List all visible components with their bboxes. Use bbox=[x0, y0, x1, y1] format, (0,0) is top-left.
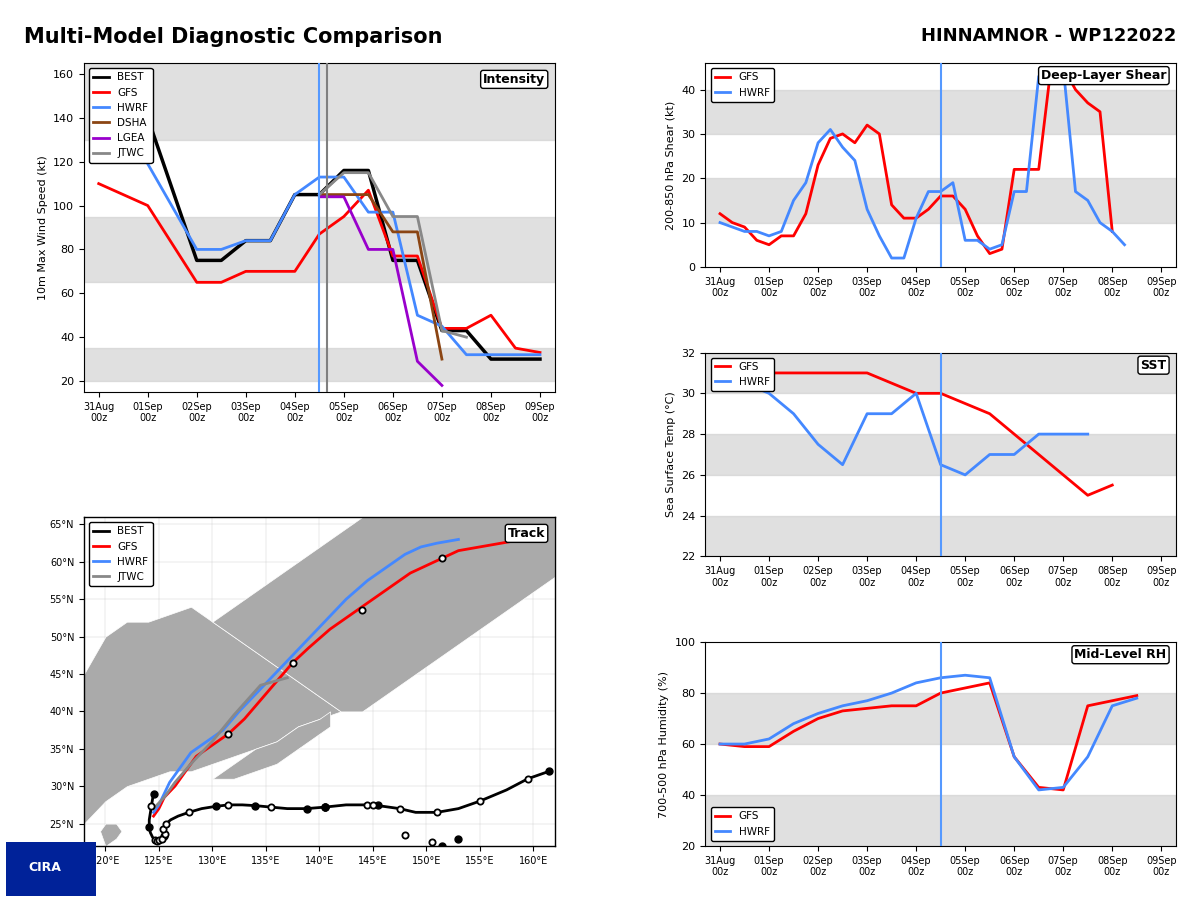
Text: Mid-Level RH: Mid-Level RH bbox=[1074, 648, 1166, 662]
Bar bbox=[84, 217, 554, 283]
Bar bbox=[84, 63, 554, 140]
Text: CIRA: CIRA bbox=[29, 861, 61, 874]
Legend: GFS, HWRF: GFS, HWRF bbox=[710, 358, 774, 392]
Text: SST: SST bbox=[1140, 359, 1166, 372]
Bar bbox=[706, 693, 1176, 744]
Bar bbox=[84, 348, 554, 381]
Bar bbox=[706, 434, 1176, 475]
Y-axis label: 200-850 hPa Shear (kt): 200-850 hPa Shear (kt) bbox=[666, 100, 676, 230]
Legend: GFS, HWRF: GFS, HWRF bbox=[710, 807, 774, 841]
Text: Multi-Model Diagnostic Comparison: Multi-Model Diagnostic Comparison bbox=[24, 27, 443, 47]
Bar bbox=[706, 353, 1176, 393]
Bar bbox=[706, 90, 1176, 134]
Text: Intensity: Intensity bbox=[484, 73, 545, 86]
Bar bbox=[706, 516, 1176, 556]
Text: Track: Track bbox=[508, 526, 545, 540]
Legend: BEST, GFS, HWRF, DSHA, LGEA, JTWC: BEST, GFS, HWRF, DSHA, LGEA, JTWC bbox=[89, 68, 152, 163]
Y-axis label: 700-500 hPa Humidity (%): 700-500 hPa Humidity (%) bbox=[659, 670, 670, 817]
Bar bbox=[706, 178, 1176, 222]
Circle shape bbox=[6, 848, 74, 889]
Bar bbox=[706, 795, 1176, 846]
Legend: GFS, HWRF: GFS, HWRF bbox=[710, 68, 774, 102]
Legend: BEST, GFS, HWRF, JTWC: BEST, GFS, HWRF, JTWC bbox=[89, 522, 152, 586]
Y-axis label: 10m Max Wind Speed (kt): 10m Max Wind Speed (kt) bbox=[37, 155, 48, 300]
Y-axis label: Sea Surface Temp (°C): Sea Surface Temp (°C) bbox=[666, 392, 676, 518]
Text: HINNAMNOR - WP122022: HINNAMNOR - WP122022 bbox=[920, 27, 1176, 45]
Text: Deep-Layer Shear: Deep-Layer Shear bbox=[1042, 69, 1166, 82]
